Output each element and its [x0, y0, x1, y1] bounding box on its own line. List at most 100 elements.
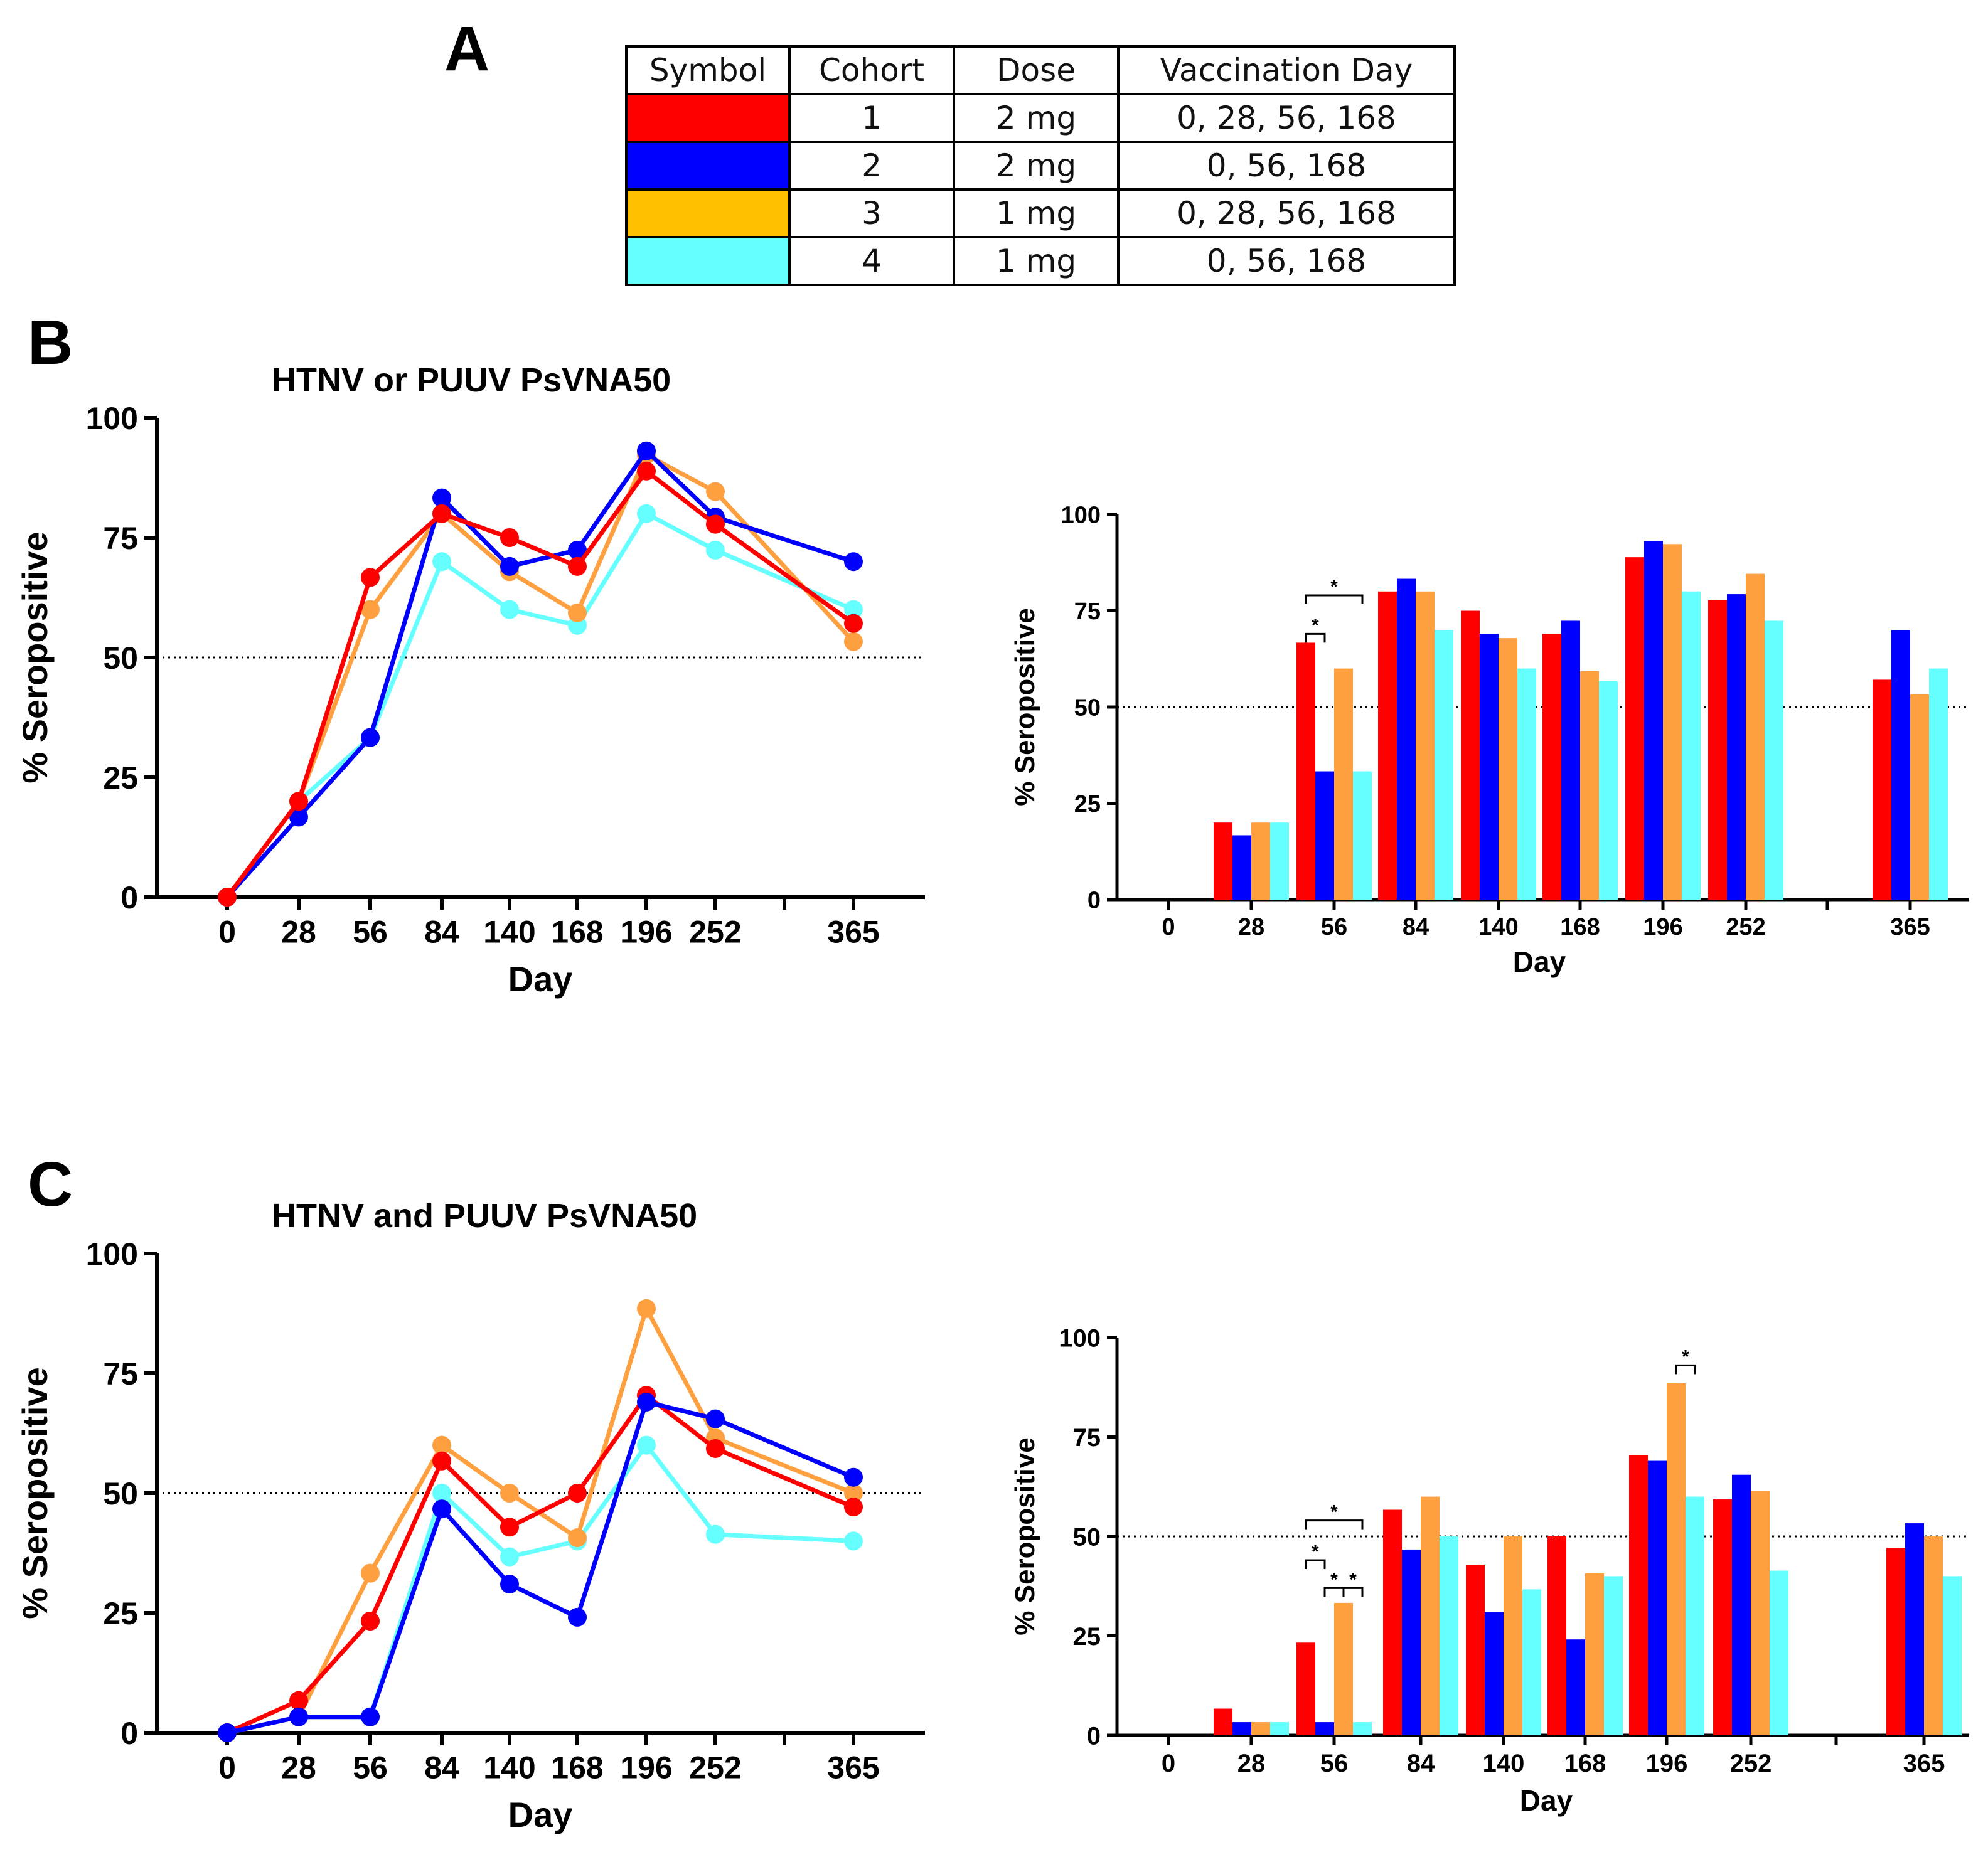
legend-vaccination-days: 0, 56, 168 [1117, 236, 1456, 286]
b-bar-y-tick-label: 25 [1074, 791, 1101, 817]
legend-dose: 1 mg [953, 188, 1120, 238]
c-line-cohort-2-point [361, 1707, 380, 1726]
c-line-cohort-4-point [500, 1547, 519, 1567]
c-bar-cohort-1-bar [1629, 1455, 1648, 1735]
c-line-cohort-4-line [227, 1443, 854, 1735]
c-line-cohort-2-point [218, 1723, 237, 1742]
c-bar-x-tick-label: 0 [1162, 1750, 1175, 1777]
b-line-y-tick-label: 75 [103, 521, 138, 556]
b-bar-y-tick-label: 50 [1074, 695, 1101, 721]
legend-cohort: 4 [788, 236, 955, 286]
b-line-cohort-2-point [637, 441, 656, 460]
b-bar-cohort-4-bar [1270, 822, 1289, 900]
c-line-cohort-1-point [289, 1691, 308, 1710]
c-line-y-tick-label: 75 [103, 1356, 138, 1391]
b-bar-x-tick-label: 0 [1162, 914, 1175, 940]
legend-symbol-cell [625, 188, 791, 238]
b-bar-cohort-2-bar [1315, 771, 1334, 900]
b-bar-cohort-3-bar [1580, 671, 1599, 900]
b-line-chart-title: HTNV or PUUV PsVNA50 [272, 361, 671, 399]
b-line-cohort-4-point [432, 552, 451, 572]
c-line-cohort-4-point [706, 1524, 725, 1544]
legend-header-symbol: Symbol [625, 45, 791, 95]
c-line-cohort-3-line [227, 1306, 855, 1735]
b-bar-y-tick-label: 100 [1061, 503, 1101, 529]
c-bar-cohort-4-bar [1943, 1576, 1962, 1735]
c-line-x-tick-label: 196 [620, 1750, 672, 1785]
b-line-cohort-4-point [844, 600, 863, 619]
b-bar-cohort-1-bar [1542, 634, 1561, 900]
c-bar-y-tick-label: 25 [1073, 1623, 1101, 1651]
b-line-x-tick-label: 56 [353, 915, 388, 950]
b-bar-cohort-4-bar [1435, 630, 1453, 900]
c-line-x-tick-label: 28 [281, 1750, 316, 1785]
c-bar-cohort-3-bar [1924, 1536, 1943, 1735]
c-line-cohort-1-point [500, 1518, 519, 1537]
c-line-x-tick-label: 56 [353, 1750, 388, 1785]
c-bar-cohort-4-bar [1522, 1589, 1541, 1735]
b-bar-x-tick-label: 84 [1403, 914, 1429, 940]
c-line-x-tick-label: 365 [827, 1750, 879, 1785]
legend-header-vaccination-day: Vaccination Day [1117, 45, 1456, 95]
b-bar-cohort-3-bar [1663, 544, 1682, 900]
b-line-cohort-3-point [706, 482, 725, 501]
c-bar-cohort-4-bar [1770, 1570, 1788, 1735]
legend-swatch-cohort-3 [628, 191, 788, 236]
c-bar-cohort-1-bar [1886, 1548, 1905, 1735]
b-bar-cohort-2-bar [1232, 835, 1251, 900]
b-bar-cohort-2-bar [1561, 620, 1580, 900]
c-line-cohort-1-point [361, 1611, 380, 1631]
legend-swatch-cohort-2 [628, 143, 788, 188]
c-line-cohort-2-point [432, 1499, 451, 1519]
c-line-cohort-2-point [289, 1707, 308, 1726]
c-bar-cohort-1-bar [1383, 1509, 1402, 1735]
legend-row-cohort-1: 1 2 mg 0, 28, 56, 168 [625, 93, 1456, 143]
c-line-cohort-4-point [637, 1435, 656, 1455]
legend-symbol-cell [625, 141, 791, 191]
b-line-cohort-1-point [637, 461, 656, 481]
b-bar-cohort-1-bar [1708, 600, 1727, 900]
b-bar-x-axis-title: Day [1513, 945, 1566, 978]
c-bar-x-tick-label: 28 [1237, 1750, 1266, 1777]
legend-dose: 2 mg [953, 141, 1120, 191]
legend-vaccination-days: 0, 28, 56, 168 [1117, 188, 1456, 238]
legend-cohort: 1 [788, 93, 955, 143]
legend-symbol-cell [625, 93, 791, 143]
c-bar-x-tick-label: 84 [1407, 1750, 1435, 1777]
c-line-cohort-2-point [844, 1467, 863, 1487]
b-line-x-tick-label: 196 [620, 915, 672, 950]
c-bar-cohort-3-bar [1504, 1536, 1522, 1735]
c-bar-y-tick-label: 0 [1087, 1722, 1101, 1750]
c-line-cohort-1-point [706, 1439, 725, 1458]
b-line-y-axis-title: % Seropositive [15, 531, 55, 783]
c-line-y-tick-label: 50 [103, 1476, 138, 1511]
c-bar-cohort-2-bar [1648, 1460, 1667, 1735]
b-bar-cohort-4-bar [1353, 771, 1372, 900]
c-bar-cohort-4-bar [1440, 1536, 1458, 1735]
b-line-y-tick-label: 100 [86, 401, 138, 436]
c-line-cohort-3-point [637, 1299, 656, 1318]
c-line-x-axis-title: Day [508, 1795, 573, 1834]
c-line-x-tick-label: 140 [483, 1750, 535, 1785]
b-line-x-axis-title: Day [508, 959, 573, 999]
b-line-cohort-1-point [361, 568, 380, 587]
b-line-cohort-3-point [844, 632, 863, 651]
b-line-x-tick-label: 168 [551, 915, 603, 950]
b-line-cohort-2-line [225, 449, 855, 899]
c-bar-significance-bracket [1305, 1559, 1326, 1570]
b-bar-x-tick-label: 365 [1890, 914, 1930, 940]
b-bar-cohort-3-bar [1334, 668, 1353, 900]
legend-row-cohort-3: 3 1 mg 0, 28, 56, 168 [625, 188, 1456, 238]
c-bar-cohort-4-bar [1604, 1576, 1623, 1735]
b-bar-cohort-2-bar [1891, 630, 1910, 900]
c-bar-x-tick-label: 196 [1646, 1750, 1688, 1777]
b-bar-x-tick-label: 140 [1478, 914, 1518, 940]
c-bar-x-tick-label: 365 [1903, 1750, 1945, 1777]
c-bar-significance-label: * [1682, 1346, 1689, 1367]
c-bar-x-tick-label: 168 [1564, 1750, 1606, 1777]
c-line-cohort-3-point [500, 1484, 519, 1503]
panel-label-c: C [28, 1149, 73, 1220]
b-bar-cohort-3-bar [1746, 573, 1765, 900]
b-line-x-tick-label: 140 [483, 915, 535, 950]
b-line-cohort-1-point [289, 792, 308, 811]
